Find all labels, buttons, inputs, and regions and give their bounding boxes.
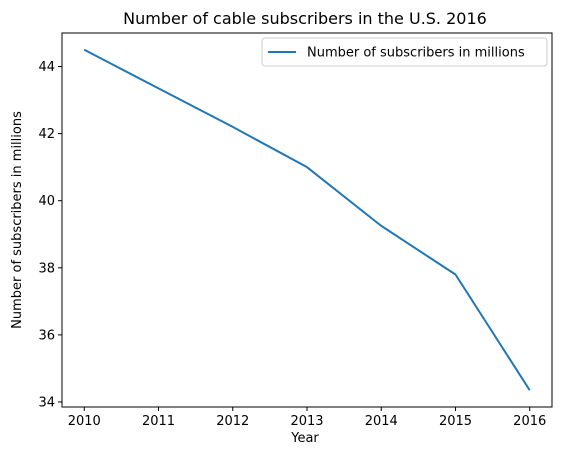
y-tick-label: 34 — [38, 395, 55, 410]
x-axis: 2010 2011 2012 2013 2014 2015 2016 — [68, 407, 546, 429]
plot-area: 2010 2011 2012 2013 2014 2015 2016 34 36 38 40 42 4… — [38, 32, 553, 429]
y-tick-label: 36 — [38, 328, 55, 343]
x-tick-label: 2014 — [365, 414, 398, 429]
legend-box — [261, 37, 548, 67]
legend-label: Number of subscribers in millions — [307, 46, 525, 61]
series-line — [83, 48, 531, 391]
y-tick-label: 44 — [38, 60, 55, 75]
x-tick-label: 2010 — [68, 414, 101, 429]
x-tick-label: 2013 — [290, 414, 323, 429]
x-axis-label: Year — [290, 431, 319, 446]
x-tick-label: 2016 — [513, 414, 546, 429]
chart-title: Number of cable subscribers in the U.S. … — [123, 9, 487, 28]
series-layer — [83, 48, 531, 391]
x-tick-label: 2015 — [439, 414, 472, 429]
y-axis: 34 36 38 40 42 44 — [38, 60, 62, 410]
y-tick-label: 40 — [38, 194, 55, 209]
x-tick-label: 2012 — [216, 414, 249, 429]
y-axis-label: Number of subscribers in millions — [10, 111, 25, 329]
y-tick-label: 38 — [38, 261, 55, 276]
x-tick-label: 2011 — [142, 414, 175, 429]
legend: Number of subscribers in millions — [261, 37, 548, 67]
y-tick-label: 42 — [38, 127, 55, 142]
